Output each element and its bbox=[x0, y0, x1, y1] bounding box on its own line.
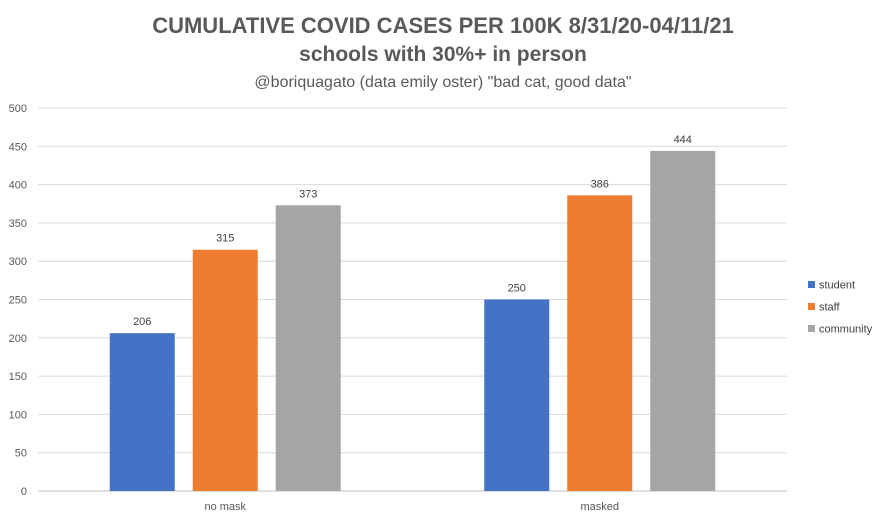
y-tick-label: 450 bbox=[9, 141, 27, 153]
legend-swatch bbox=[808, 281, 815, 288]
y-tick-label: 100 bbox=[9, 409, 27, 421]
data-label: 373 bbox=[299, 188, 317, 200]
legend-swatch bbox=[808, 303, 815, 310]
y-tick-label: 300 bbox=[9, 256, 27, 268]
data-label: 206 bbox=[133, 316, 151, 328]
chart-subtitle: schools with 30%+ in person bbox=[299, 43, 587, 66]
y-tick-label: 200 bbox=[9, 333, 27, 345]
bar-staff-no-mask bbox=[192, 249, 258, 491]
x-tick-label: no mask bbox=[204, 501, 246, 513]
y-tick-label: 150 bbox=[9, 371, 27, 383]
data-label: 250 bbox=[508, 283, 526, 295]
legend-swatch bbox=[808, 325, 815, 332]
bar-community-no-mask bbox=[275, 205, 341, 492]
data-labels: 206 315 373 250 386 444 bbox=[133, 134, 692, 328]
legend-label: student bbox=[819, 280, 855, 292]
y-tick-label: 500 bbox=[9, 103, 27, 115]
legend: student staff community bbox=[808, 280, 873, 336]
x-axis: no mask masked bbox=[204, 501, 619, 513]
y-tick-label: 0 bbox=[21, 486, 27, 498]
legend-label: community bbox=[819, 324, 873, 336]
bar-community-masked bbox=[650, 150, 716, 491]
data-label: 444 bbox=[674, 134, 692, 146]
y-tick-label: 400 bbox=[9, 180, 27, 192]
y-tick-label: 250 bbox=[9, 295, 27, 307]
bar-student-no-mask bbox=[109, 333, 175, 491]
data-label: 315 bbox=[216, 233, 234, 245]
bars bbox=[109, 150, 716, 492]
chart-caption: @boriquagato (data emily oster) "bad cat… bbox=[254, 74, 631, 91]
y-tick-label: 50 bbox=[15, 448, 27, 460]
chart-title: CUMULATIVE COVID CASES PER 100K 8/31/20-… bbox=[152, 13, 734, 38]
y-tick-label: 350 bbox=[9, 218, 27, 230]
x-tick-label: masked bbox=[580, 501, 619, 513]
y-axis: 0 50 100 150 200 250 300 350 400 450 500 bbox=[9, 103, 27, 498]
bar-staff-masked bbox=[567, 195, 633, 491]
data-label: 386 bbox=[591, 178, 609, 190]
legend-label: staff bbox=[819, 302, 841, 314]
bar-student-masked bbox=[484, 299, 550, 491]
